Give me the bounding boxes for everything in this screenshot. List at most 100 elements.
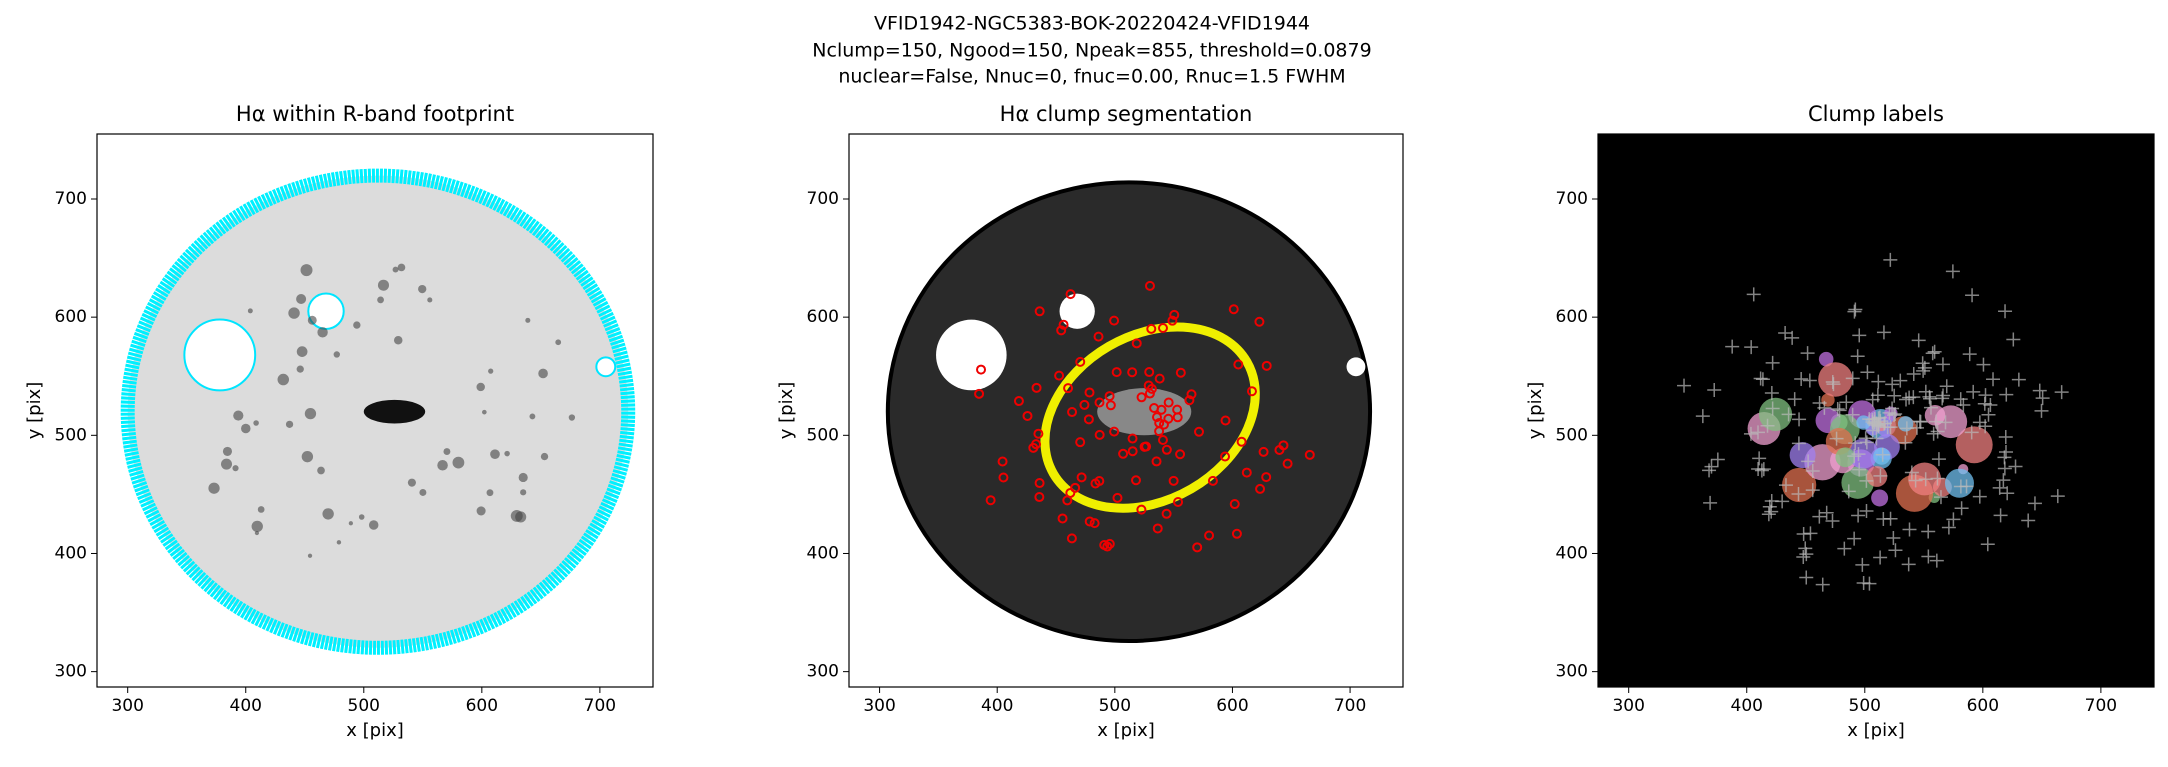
clump-marker — [1118, 448, 1129, 459]
peak-marker — [1792, 412, 1807, 427]
clump-marker — [1175, 367, 1186, 378]
y-tick-label: 700 — [807, 189, 839, 209]
clump-marker — [1168, 475, 1179, 486]
x-tick-label: 400 — [1731, 696, 1763, 716]
masked-star — [1346, 357, 1366, 377]
clump-marker — [1075, 437, 1086, 448]
peak-marker — [1886, 530, 1901, 545]
clump-marker — [1220, 415, 1231, 426]
clump-marker — [1151, 456, 1162, 467]
clump-marker — [997, 456, 1008, 467]
peak-marker — [1923, 400, 1938, 415]
peak-marker — [2021, 513, 2036, 528]
hii-region — [348, 521, 353, 526]
hii-region — [443, 448, 451, 455]
y-tick-label: 700 — [55, 189, 87, 209]
peak-marker — [1703, 495, 1718, 510]
hii-region — [285, 420, 294, 428]
clump-marker — [1192, 542, 1203, 553]
x-tick-label: 700 — [2085, 696, 2117, 716]
peak-marker — [1962, 347, 1977, 362]
peak-marker — [1710, 452, 1725, 467]
peak-marker — [1802, 373, 1817, 388]
peak-marker — [1930, 424, 1945, 439]
peak-marker — [1755, 372, 1770, 387]
hii-region — [520, 489, 527, 496]
peak-marker — [1918, 472, 1933, 487]
peak-marker — [1859, 503, 1874, 518]
axes-frame — [1597, 133, 2155, 688]
hii-region — [254, 530, 260, 536]
clump-label — [1873, 447, 1891, 465]
peak-marker — [1812, 509, 1827, 524]
clump-marker — [1127, 367, 1138, 378]
y-tick-label: 600 — [1556, 307, 1588, 327]
x-axis-label: x [pix] — [1847, 720, 1905, 741]
clump-marker — [1075, 356, 1086, 367]
clump-marker — [1158, 419, 1169, 430]
hii-region — [322, 508, 334, 520]
peak-marker — [1751, 425, 1765, 440]
peak-marker — [1977, 396, 1992, 411]
peak-marker — [1902, 522, 1917, 537]
hii-region — [490, 449, 500, 460]
hii-region — [452, 456, 465, 469]
peak-marker — [2006, 332, 2021, 347]
hii-region — [222, 446, 233, 456]
peak-marker — [1972, 489, 1987, 504]
hii-region — [529, 413, 536, 420]
peak-marker — [1848, 302, 1863, 317]
hii-region — [419, 488, 427, 496]
clump-marker — [1131, 475, 1142, 486]
clump-marker — [1274, 444, 1285, 455]
peak-marker — [1856, 576, 1871, 591]
clump-label — [1871, 489, 1889, 507]
y-tick-label: 400 — [55, 543, 87, 563]
peak-marker — [2008, 459, 2023, 474]
peak-marker — [1761, 507, 1776, 522]
peak-marker — [1855, 557, 1870, 572]
panel: 300 400 500 600 700 300 400 500 600 700 Hα clump s… — [776, 102, 1404, 741]
peak-marker — [1852, 462, 1867, 477]
clump-marker — [1022, 410, 1033, 421]
peak-marker — [1993, 508, 2008, 523]
clump-marker — [1131, 338, 1142, 349]
panel-title: Hα clump segmentation — [1000, 102, 1253, 126]
y-tick-label: 500 — [1556, 425, 1588, 445]
hii-region — [317, 327, 328, 338]
y-axis-label: y [pix] — [24, 382, 45, 440]
peak-marker — [1921, 524, 1936, 539]
clump-marker — [1255, 483, 1266, 494]
clump-label — [1789, 442, 1816, 469]
clump-marker — [1062, 495, 1073, 506]
peak-marker — [1848, 436, 1863, 451]
peak-marker — [1873, 468, 1888, 483]
peak-marker — [1888, 543, 1903, 558]
clump-marker — [1079, 399, 1090, 410]
peak-marker — [1888, 406, 1903, 421]
peak-marker — [1893, 373, 1908, 388]
peak-marker — [1939, 379, 1954, 394]
peak-marker — [1754, 463, 1769, 478]
peak-marker — [1695, 409, 1710, 424]
peak-marker — [1931, 452, 1946, 467]
hii-region — [300, 264, 313, 277]
clump-marker — [1156, 404, 1167, 415]
x-tick-label: 700 — [584, 696, 616, 716]
clump-marker — [1220, 451, 1231, 462]
clump-marker — [1083, 414, 1094, 425]
clump-marker — [1186, 389, 1197, 400]
hii-region — [476, 382, 485, 392]
clump-marker — [1193, 426, 1204, 437]
peak-marker — [1976, 357, 1991, 372]
peak-marker — [1954, 501, 1969, 516]
x-tick-label: 600 — [1967, 696, 1999, 716]
clump-marker — [1104, 538, 1115, 549]
y-tick-label: 300 — [1556, 662, 1588, 682]
peak-marker — [1837, 541, 1852, 556]
peak-marker — [1983, 397, 1998, 412]
hii-region — [437, 459, 448, 471]
y-tick-label: 300 — [55, 662, 87, 682]
clump-label — [1897, 416, 1914, 432]
peak-marker — [1702, 463, 1717, 478]
